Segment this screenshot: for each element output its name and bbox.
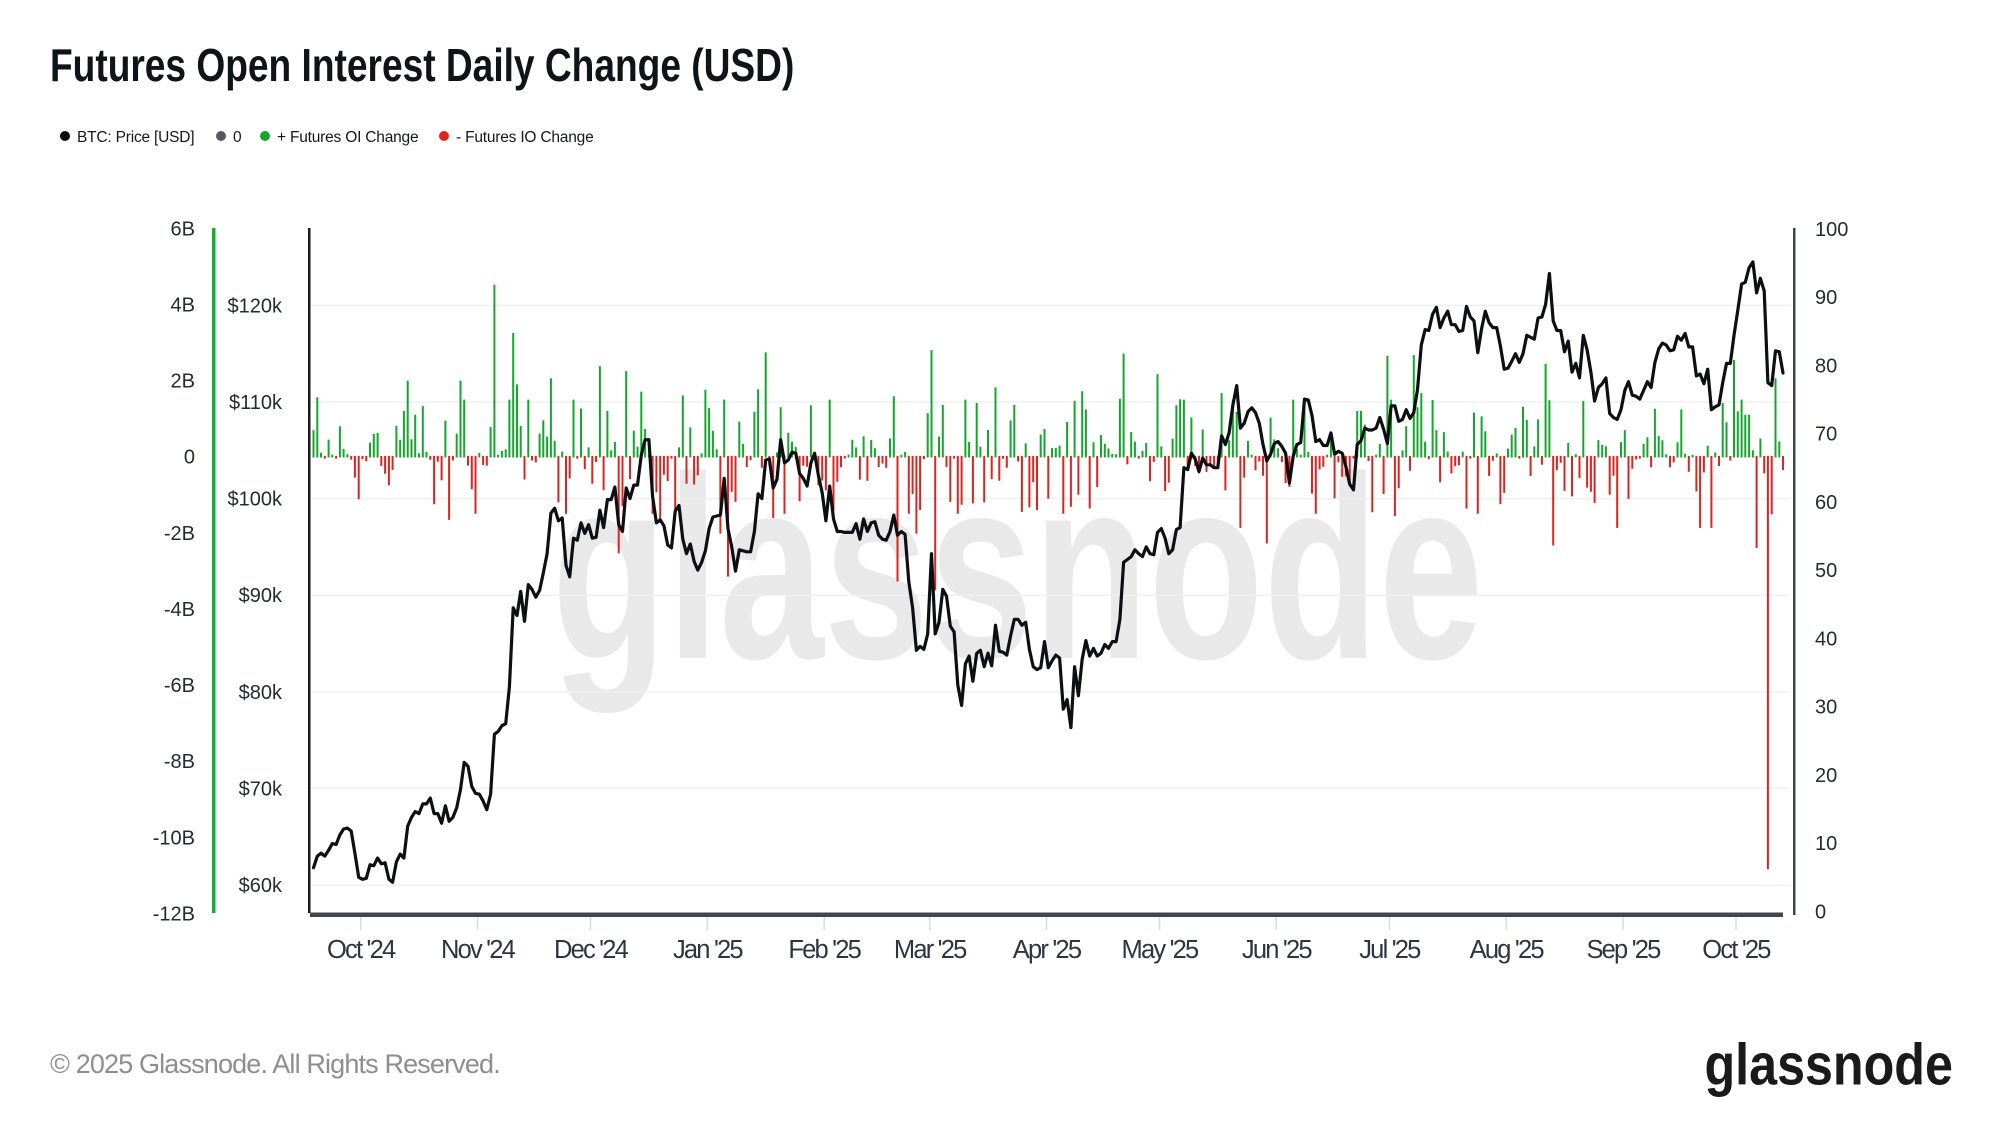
svg-text:Mar '25: Mar '25 (894, 936, 967, 964)
svg-text:Oct '25: Oct '25 (1702, 936, 1771, 964)
svg-text:+ Futures OI Change: + Futures OI Change (277, 129, 418, 146)
svg-text:- Futures IO Change: - Futures IO Change (456, 129, 594, 146)
svg-text:$100k: $100k (228, 489, 283, 511)
svg-text:Dec '24: Dec '24 (554, 936, 629, 964)
svg-text:50: 50 (1815, 560, 1837, 582)
svg-text:$120k: $120k (228, 295, 283, 317)
svg-text:6B: 6B (171, 218, 195, 240)
svg-text:40: 40 (1815, 628, 1837, 650)
svg-text:60: 60 (1815, 492, 1837, 514)
svg-text:© 2025 Glassnode. All Rights R: © 2025 Glassnode. All Rights Reserved. (50, 1049, 500, 1079)
svg-text:glassnode: glassnode (552, 423, 1484, 714)
svg-text:-8B: -8B (164, 751, 195, 773)
svg-text:May '25: May '25 (1122, 936, 1200, 964)
svg-text:80: 80 (1815, 356, 1837, 378)
svg-text:30: 30 (1815, 697, 1837, 719)
svg-text:-2B: -2B (164, 523, 195, 545)
svg-text:0: 0 (233, 129, 242, 146)
svg-text:70: 70 (1815, 424, 1837, 446)
svg-text:Jul '25: Jul '25 (1359, 936, 1421, 964)
svg-text:$110k: $110k (229, 392, 283, 414)
svg-text:BTC: Price [USD]: BTC: Price [USD] (77, 129, 194, 146)
svg-text:4B: 4B (171, 295, 195, 317)
svg-text:Feb '25: Feb '25 (788, 936, 861, 964)
svg-text:-10B: -10B (153, 827, 195, 849)
svg-text:0: 0 (184, 447, 195, 469)
svg-text:$70k: $70k (239, 778, 283, 800)
svg-text:Apr '25: Apr '25 (1013, 936, 1082, 964)
svg-text:10: 10 (1815, 833, 1837, 855)
svg-text:$80k: $80k (239, 682, 283, 704)
svg-text:20: 20 (1815, 765, 1837, 787)
svg-text:-12B: -12B (153, 903, 195, 925)
svg-text:Oct '24: Oct '24 (327, 936, 396, 964)
svg-text:90: 90 (1815, 287, 1837, 309)
svg-text:Sep '25: Sep '25 (1586, 936, 1661, 964)
svg-text:-4B: -4B (164, 599, 195, 621)
svg-text:Jun '25: Jun '25 (1242, 936, 1312, 964)
svg-text:$90k: $90k (239, 585, 283, 607)
svg-text:Jan '25: Jan '25 (673, 936, 743, 964)
svg-text:-6B: -6B (164, 675, 195, 697)
svg-text:Futures Open Interest Daily Ch: Futures Open Interest Daily Change (USD) (50, 39, 794, 91)
svg-text:2B: 2B (171, 371, 195, 393)
svg-text:0: 0 (1815, 901, 1826, 923)
svg-text:Aug '25: Aug '25 (1470, 936, 1545, 964)
svg-text:$60k: $60k (239, 875, 283, 897)
svg-text:Nov '24: Nov '24 (441, 936, 516, 964)
svg-text:100: 100 (1815, 219, 1848, 241)
svg-text:glassnode: glassnode (1705, 1033, 1953, 1097)
